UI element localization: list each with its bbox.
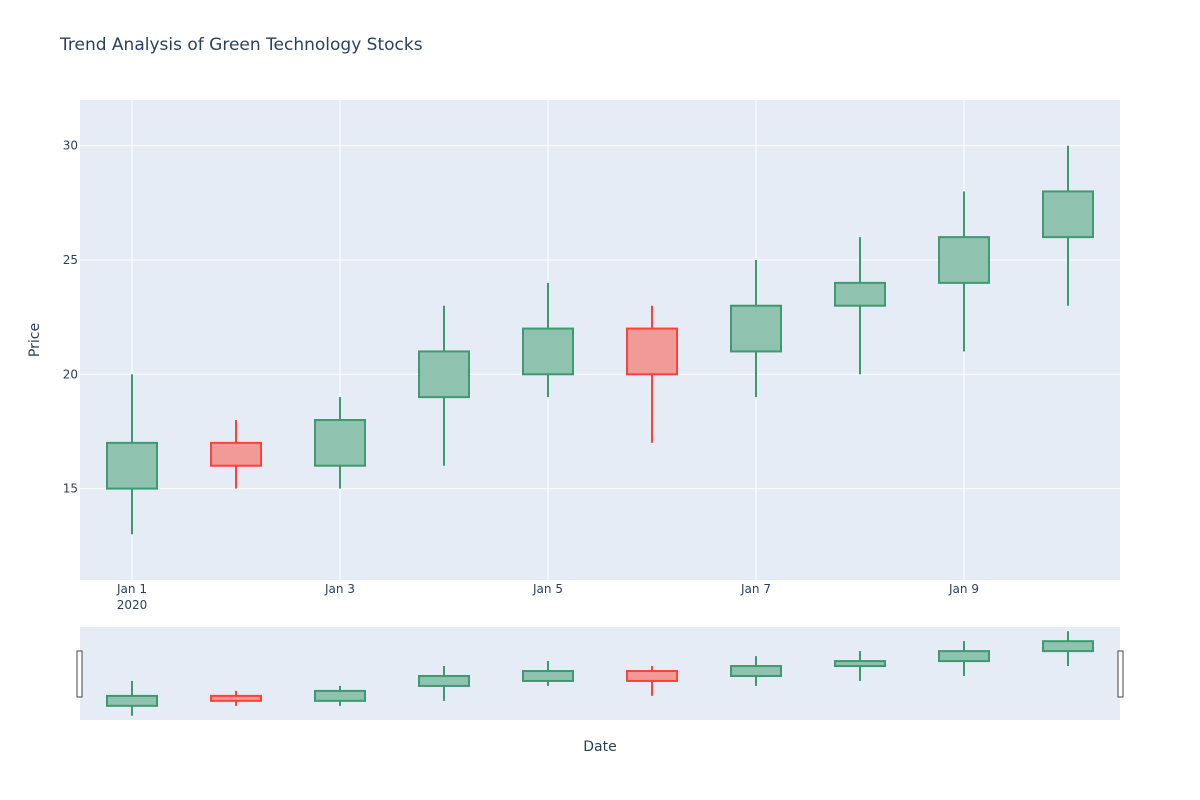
x-tick-label: Jan 3 <box>324 582 355 596</box>
candle-body <box>522 670 574 682</box>
x-tick-label: Jan 7 <box>740 582 771 596</box>
slider-candle <box>106 680 158 716</box>
candle <box>938 191 990 352</box>
y-tick-label: 30 <box>63 139 78 153</box>
range-slider-candles <box>106 631 1094 716</box>
candle-body <box>418 674 470 687</box>
x-axis-year-label: 2020 <box>117 598 148 612</box>
candle-body <box>210 441 262 467</box>
slider-candle <box>834 651 886 681</box>
candle-body <box>834 660 886 668</box>
candle-body <box>626 670 678 682</box>
candle-body <box>106 694 158 707</box>
candle-body <box>626 327 678 376</box>
y-tick-label: 20 <box>63 367 78 381</box>
y-axis-title: Price <box>27 323 43 357</box>
chart-title: Trend Analysis of Green Technology Stock… <box>59 35 423 55</box>
slider-candle <box>730 656 782 686</box>
candle <box>1042 145 1094 306</box>
slider-candle <box>938 641 990 676</box>
candle-body <box>1042 640 1094 653</box>
candle-body <box>106 441 158 490</box>
candle-body <box>938 236 990 284</box>
candle <box>210 420 262 489</box>
main-candles <box>106 145 1094 535</box>
candle-body <box>1042 190 1094 239</box>
candle-body <box>210 694 262 702</box>
candle <box>730 260 782 398</box>
range-slider-right-handle[interactable] <box>1117 650 1124 698</box>
y-axis-ticks: 15 20 25 30 <box>63 139 78 496</box>
candle-body <box>522 327 574 376</box>
range-slider[interactable] <box>80 627 1120 720</box>
range-slider-left-handle[interactable] <box>76 650 83 698</box>
x-axis-ticks: Jan 1 Jan 3 Jan 5 Jan 7 Jan 9 <box>116 582 979 596</box>
y-tick-label: 25 <box>63 253 78 267</box>
slider-candle <box>522 661 574 686</box>
candle <box>834 237 886 375</box>
candle-body <box>314 689 366 702</box>
candle <box>418 305 470 466</box>
x-tick-label: Jan 1 <box>116 582 147 596</box>
x-axis-title: Date <box>583 739 616 755</box>
x-tick-label: Jan 9 <box>948 582 979 596</box>
candle <box>106 374 158 535</box>
candle-body <box>938 650 990 663</box>
y-tick-label: 15 <box>63 482 78 496</box>
slider-candle <box>314 685 366 706</box>
slider-candle <box>210 690 262 706</box>
candle-body <box>730 665 782 677</box>
candle-body <box>418 350 470 399</box>
x-tick-label: Jan 5 <box>532 582 563 596</box>
candle <box>314 397 366 489</box>
candle-body <box>314 419 366 467</box>
candle-body <box>834 281 886 307</box>
candle <box>522 282 574 398</box>
slider-candle <box>626 666 678 696</box>
slider-candle <box>418 666 470 701</box>
slider-candle <box>1042 631 1094 667</box>
candle <box>626 305 678 443</box>
main-plot-area[interactable] <box>80 100 1120 580</box>
candle-body <box>730 304 782 353</box>
